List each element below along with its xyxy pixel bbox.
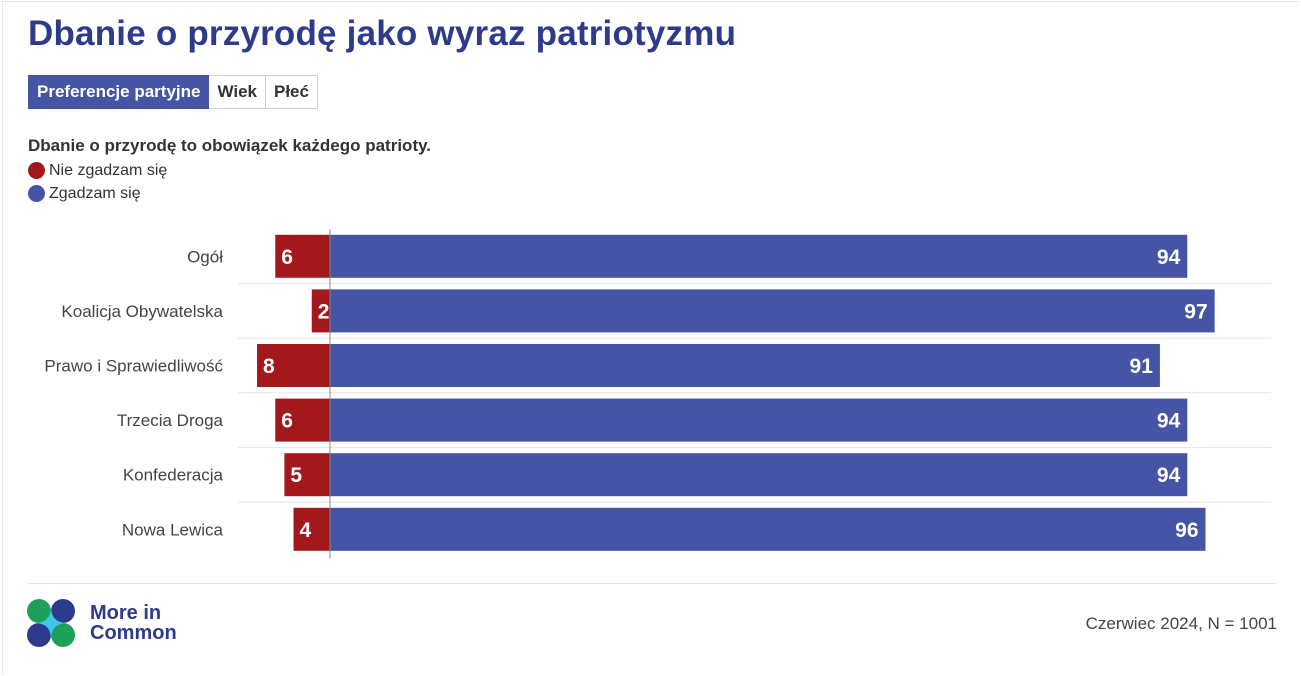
bar-disagree bbox=[257, 344, 330, 387]
source-note: Czerwiec 2024, N = 1001 bbox=[1085, 614, 1277, 633]
legend: Nie zgadzam się Zgadzam się bbox=[28, 159, 167, 205]
legend-label-agree: Zgadzam się bbox=[49, 184, 141, 202]
brand-name: More in Common bbox=[90, 603, 177, 643]
brand-name-line2: Common bbox=[90, 622, 177, 644]
bar-disagree bbox=[275, 398, 330, 442]
category-label: Prawo i Sprawiedliwość bbox=[44, 357, 223, 376]
legend-swatch-agree bbox=[28, 185, 45, 202]
data-label-agree: 94 bbox=[1157, 410, 1181, 433]
bar-agree bbox=[330, 453, 1188, 497]
data-label-agree: 91 bbox=[1130, 355, 1154, 378]
legend-item-agree: Zgadzam się bbox=[28, 182, 167, 205]
category-label: Koalicja Obywatelska bbox=[61, 302, 223, 321]
data-label-disagree: 8 bbox=[263, 355, 275, 378]
page-title: Dbanie o przyrodę jako wyraz patriotyzmu bbox=[28, 14, 737, 53]
legend-swatch-disagree bbox=[28, 162, 45, 179]
tab-gender[interactable]: Płeć bbox=[266, 75, 318, 109]
bar-disagree bbox=[284, 453, 330, 497]
bar-agree bbox=[330, 234, 1188, 278]
bar-agree bbox=[330, 289, 1215, 333]
category-label: Nowa Lewica bbox=[122, 520, 224, 539]
bar-disagree bbox=[311, 289, 330, 333]
data-label-agree: 94 bbox=[1157, 246, 1181, 269]
bar-agree bbox=[330, 344, 1160, 387]
tab-bar: Preferencje partyjne Wiek Płeć bbox=[28, 75, 318, 109]
bar-disagree bbox=[275, 234, 330, 278]
bar-disagree bbox=[293, 507, 330, 551]
data-label-agree: 97 bbox=[1184, 300, 1207, 323]
brand-logo: More in Common bbox=[26, 598, 177, 648]
more-in-common-logo-icon bbox=[27, 599, 75, 647]
brand-name-line1: More in bbox=[90, 602, 162, 624]
legend-item-disagree: Nie zgadzam się bbox=[28, 159, 167, 182]
footer-divider bbox=[28, 583, 1276, 584]
bar-chart: Ogół 6 94 Koalicja Obywatelska 2 97 Prawo i Sp… bbox=[44, 229, 1271, 559]
data-label-agree: 96 bbox=[1175, 519, 1198, 542]
legend-label-disagree: Nie zgadzam się bbox=[49, 161, 168, 179]
chart-question: Dbanie o przyrodę to obowiązek każdego p… bbox=[28, 136, 432, 155]
tab-party-preferences[interactable]: Preferencje partyjne bbox=[28, 75, 210, 109]
category-label: Ogół bbox=[187, 247, 223, 266]
data-label-agree: 94 bbox=[1157, 464, 1181, 487]
data-label-disagree: 5 bbox=[290, 464, 302, 487]
tab-age[interactable]: Wiek bbox=[209, 75, 266, 109]
bar-agree bbox=[330, 398, 1188, 442]
data-label-disagree: 2 bbox=[318, 300, 330, 323]
data-label-disagree: 6 bbox=[281, 246, 293, 269]
data-label-disagree: 4 bbox=[300, 519, 312, 542]
data-label-disagree: 6 bbox=[281, 410, 293, 433]
category-label: Konfederacja bbox=[123, 466, 224, 485]
category-label: Trzecia Droga bbox=[117, 411, 224, 430]
bar-agree bbox=[330, 507, 1206, 551]
